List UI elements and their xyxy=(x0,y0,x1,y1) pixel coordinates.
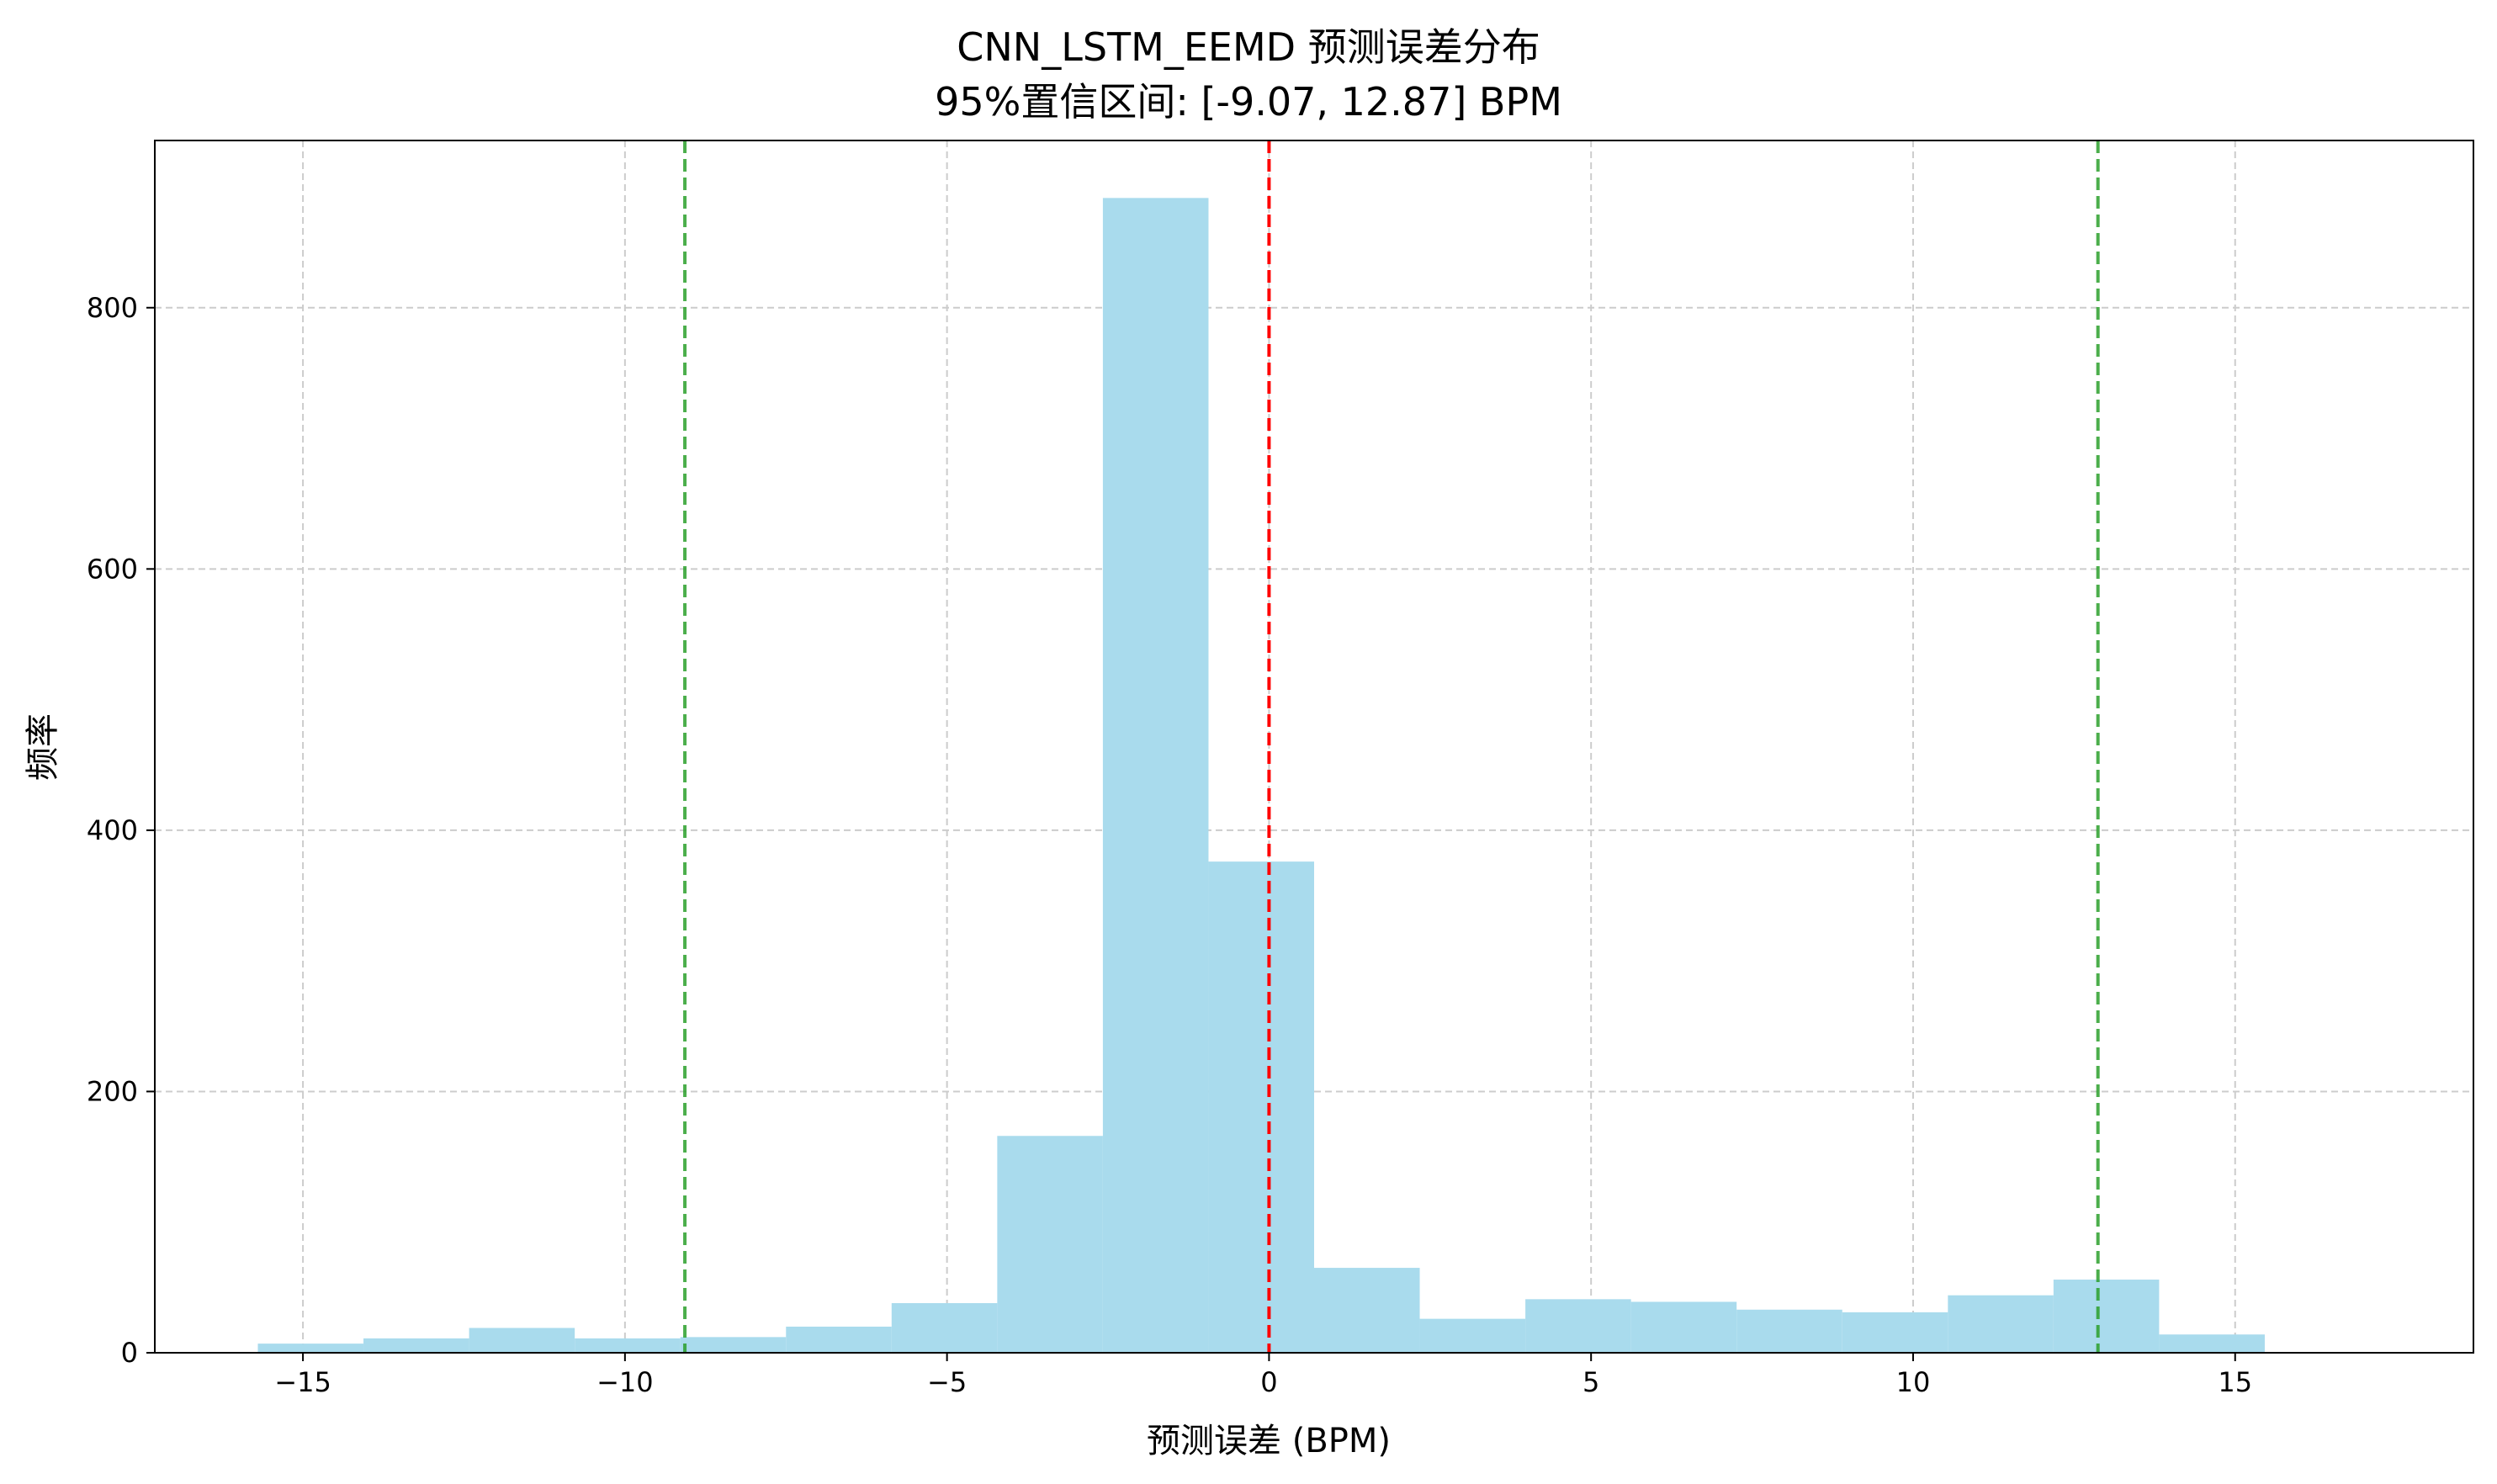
y-tick-label: 400 xyxy=(87,814,138,846)
histogram-bar xyxy=(1842,1312,1948,1353)
histogram-bar xyxy=(1208,861,1314,1353)
y-tick-label: 0 xyxy=(121,1337,138,1369)
x-tick-label: 10 xyxy=(1896,1366,1931,1398)
x-tick-label: 15 xyxy=(2218,1366,2252,1398)
histogram-bar xyxy=(1102,198,1209,1354)
histogram-bar xyxy=(469,1328,575,1353)
histogram-bar xyxy=(1736,1309,1842,1353)
histogram-bar xyxy=(1948,1295,2054,1353)
histogram-bar xyxy=(2159,1334,2265,1353)
histogram-bar xyxy=(575,1338,681,1353)
x-axis-label: 预测误差 (BPM) xyxy=(1147,1422,1391,1460)
x-axis: −15 −10 −5 0 5 10 15 xyxy=(274,1353,2252,1398)
x-tick-label: 0 xyxy=(1260,1366,1277,1398)
x-tick-label: −15 xyxy=(274,1366,331,1398)
x-tick-label: −5 xyxy=(927,1366,967,1398)
y-tick-label: 800 xyxy=(87,292,138,324)
y-tick-label: 200 xyxy=(87,1075,138,1107)
bars-layer xyxy=(257,198,2265,1354)
histogram-bar xyxy=(680,1337,787,1353)
histogram-bar xyxy=(257,1344,364,1353)
y-axis: 0 200 400 600 800 xyxy=(87,292,155,1369)
histogram-bar xyxy=(363,1338,469,1353)
histogram-bar xyxy=(997,1136,1103,1353)
histogram-bar xyxy=(891,1302,998,1353)
histogram-bar xyxy=(1525,1299,1631,1353)
histogram-bar xyxy=(1630,1301,1737,1353)
histogram-bar xyxy=(786,1326,892,1353)
reference-lines-layer xyxy=(683,140,2100,1353)
histogram-bar xyxy=(2053,1280,2160,1353)
x-tick-label: 5 xyxy=(1582,1366,1599,1398)
chart-title: CNN_LSTM_EEMD 预测误差分布 xyxy=(957,24,1540,70)
chart-subtitle: 95%置信区间: [-9.07, 12.87] BPM xyxy=(935,79,1562,125)
histogram-bar xyxy=(1314,1268,1420,1353)
y-tick-label: 600 xyxy=(87,553,138,585)
y-axis-label: 频率 xyxy=(24,713,62,781)
histogram-bar xyxy=(1419,1318,1526,1353)
x-tick-label: −10 xyxy=(596,1366,654,1398)
plot-frame xyxy=(154,140,2474,1354)
